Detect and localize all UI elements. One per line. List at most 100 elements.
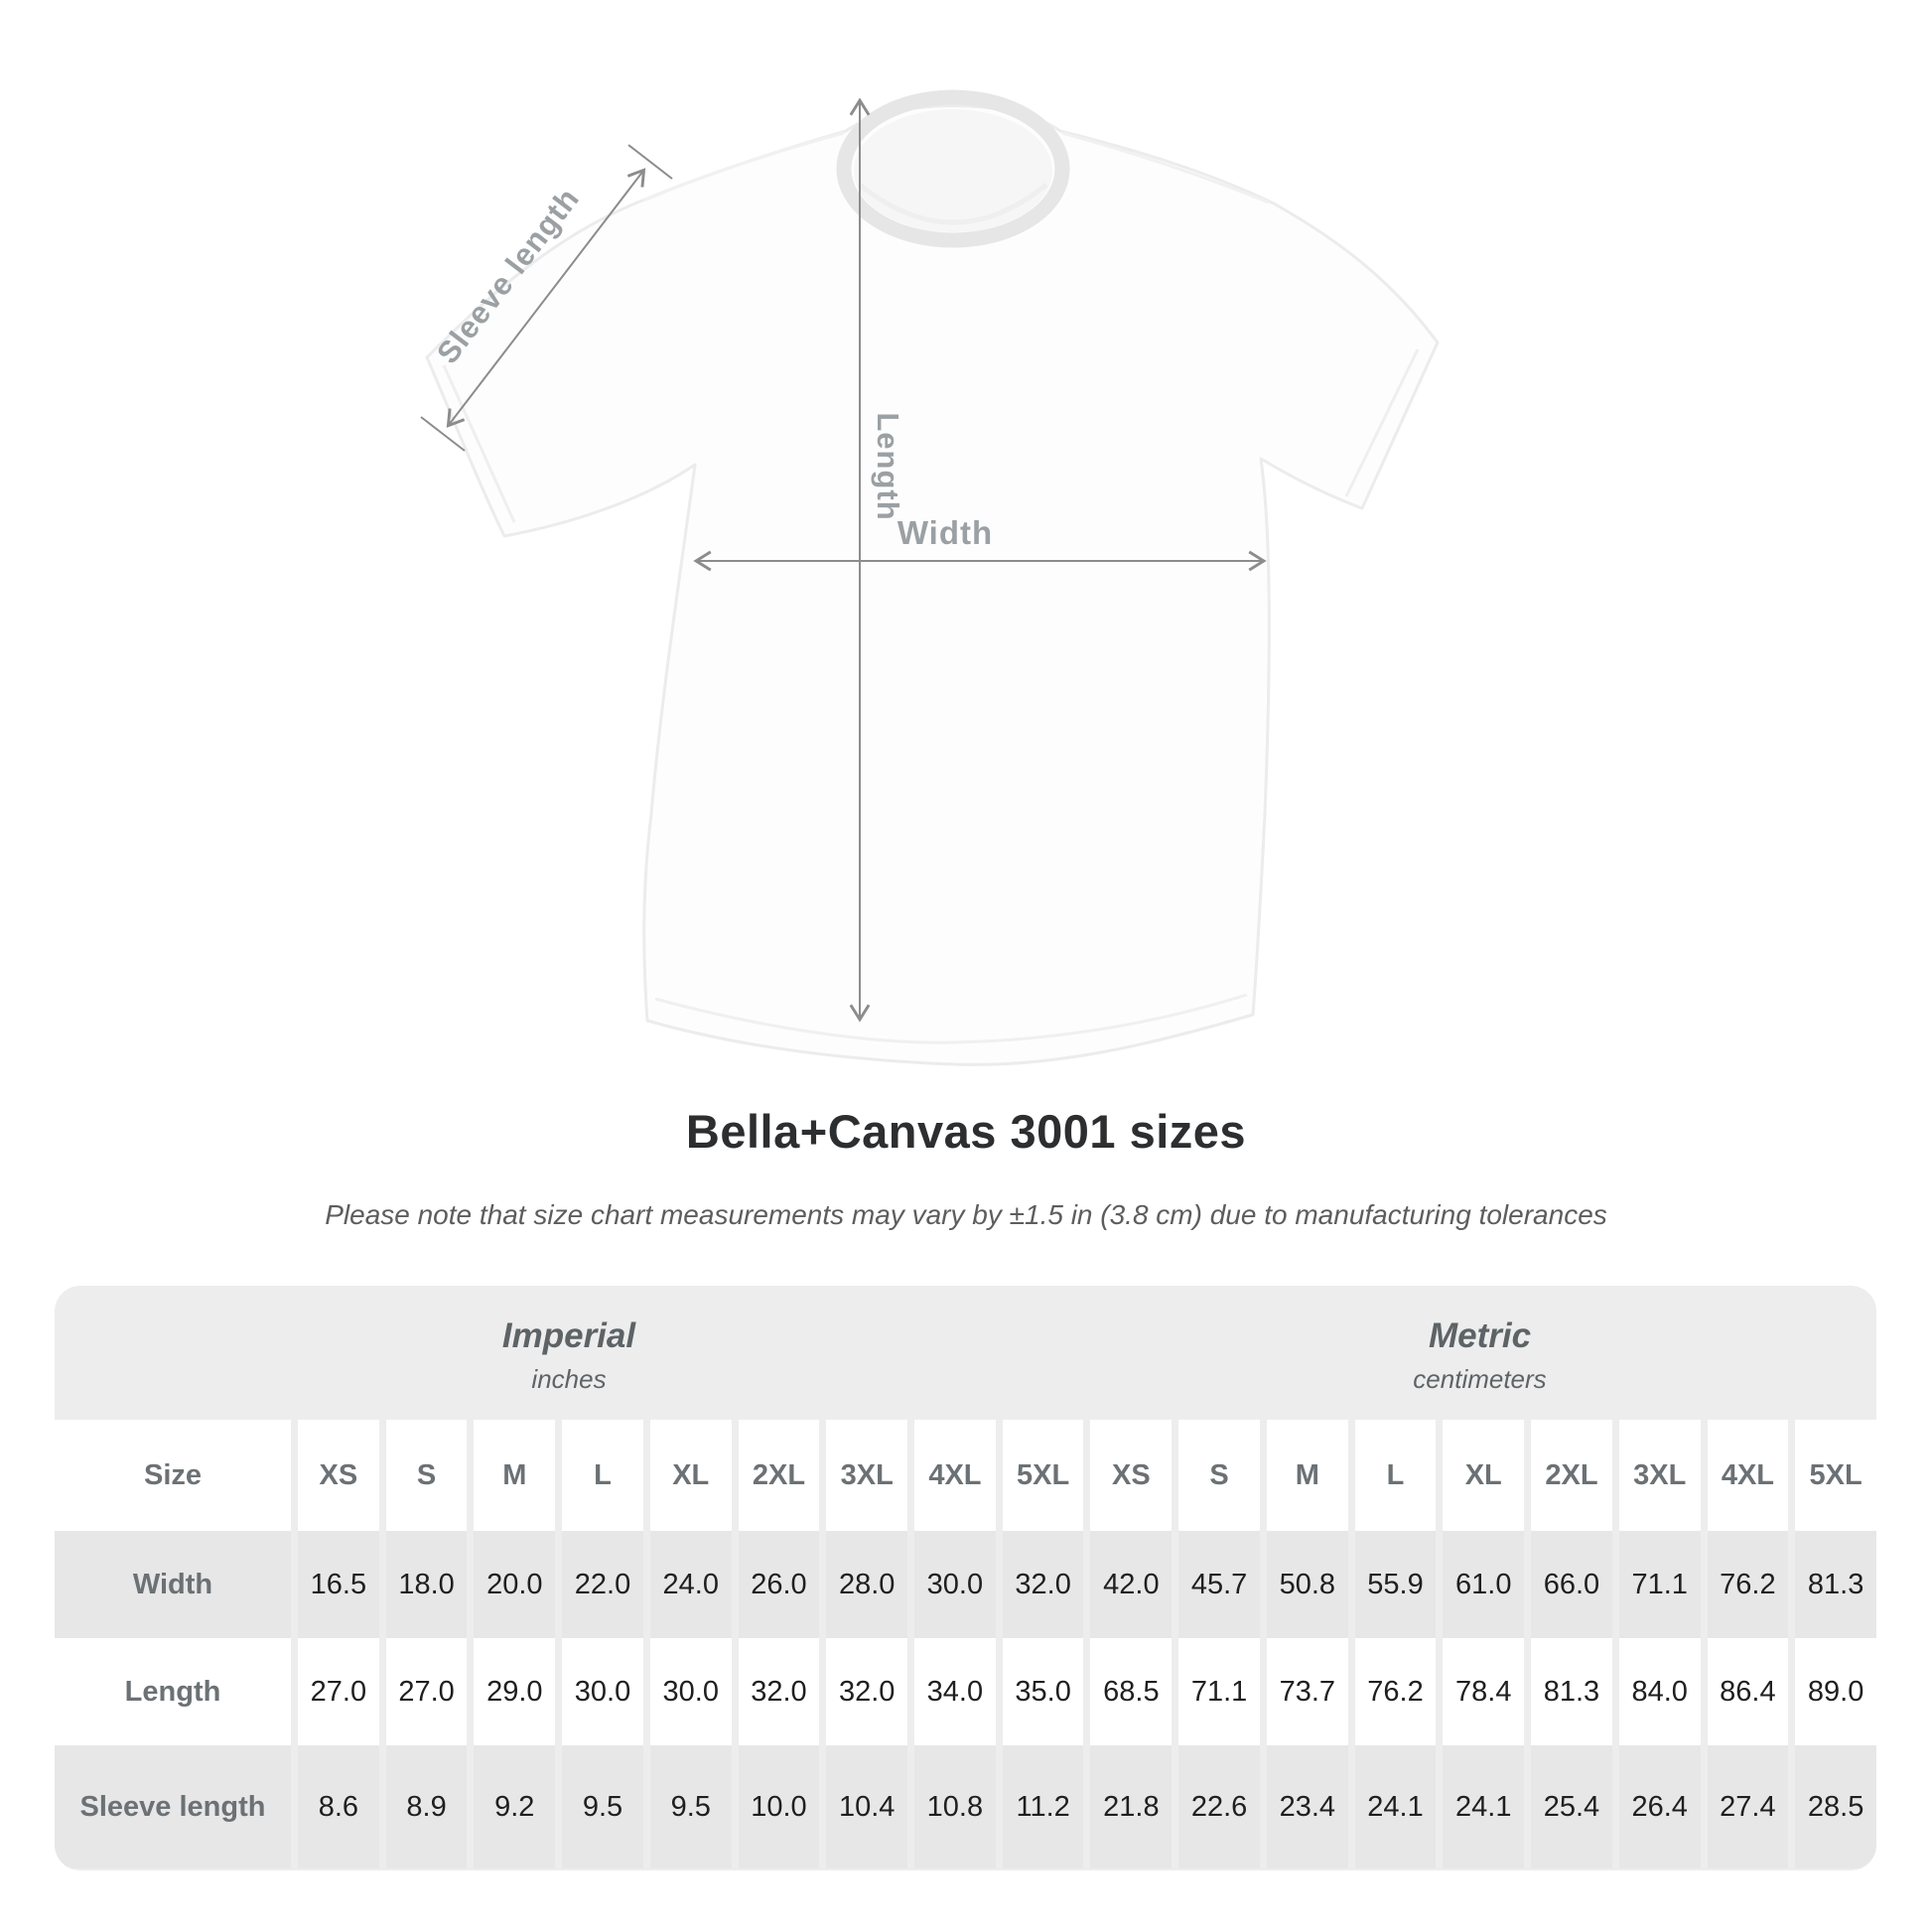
imperial-size-header-cell: 4XL — [914, 1420, 996, 1531]
size-column-header: Size — [55, 1420, 291, 1531]
metric-value-cell: 27.4 — [1707, 1745, 1789, 1868]
metric-unit-label: centimeters — [1413, 1364, 1547, 1394]
tshirt-graphic — [425, 89, 1440, 1066]
table-row: Length 27.0 27.0 29.0 30.0 30.0 32.0 32.0 34.0 35… — [55, 1638, 1876, 1745]
imperial-value-cell: 27.0 — [385, 1638, 468, 1745]
imperial-value-cell: 8.6 — [298, 1745, 379, 1868]
metric-value-cell: 89.0 — [1795, 1638, 1876, 1745]
metric-value-cell: 23.4 — [1266, 1745, 1348, 1868]
imperial-value-cell: 27.0 — [298, 1638, 379, 1745]
metric-group-header: Metric centimeters — [1083, 1286, 1876, 1420]
imperial-value-cell: 30.0 — [914, 1531, 996, 1638]
row-label: Length — [55, 1638, 291, 1745]
subtitle: Please note that size chart measurements… — [325, 1199, 1607, 1230]
imperial-value-cell: 9.5 — [562, 1745, 643, 1868]
row-label: Width — [55, 1531, 291, 1638]
table-row: Sleeve length 8.6 8.9 9.2 9.5 9.5 10.0 10.4 10.8… — [55, 1745, 1876, 1868]
imperial-value-cell: 35.0 — [1002, 1638, 1084, 1745]
imperial-size-header-cell: 3XL — [826, 1420, 908, 1531]
metric-value-cell: 24.1 — [1443, 1745, 1525, 1868]
metric-value-cell: 68.5 — [1090, 1638, 1173, 1745]
imperial-size-header-cell: S — [385, 1420, 468, 1531]
metric-value-cell: 21.8 — [1090, 1745, 1173, 1868]
metric-size-header-cell: S — [1178, 1420, 1260, 1531]
size-table-grid: Size XS S M L XL 2XL 3XL 4XL 5XL XS S M L XL 2XL 3XL 4XL 5… — [55, 1420, 1876, 1868]
width-label: Width — [897, 514, 993, 551]
imperial-value-cell: 30.0 — [649, 1638, 732, 1745]
collar — [836, 89, 1070, 248]
imperial-size-header-cell: XL — [649, 1420, 732, 1531]
metric-size-header-cell: L — [1354, 1420, 1437, 1531]
metric-size-header-cell: XS — [1090, 1420, 1173, 1531]
imperial-group-header: Imperial inches — [55, 1286, 1083, 1420]
metric-size-header-cell: 2XL — [1531, 1420, 1612, 1531]
imperial-value-cell: 9.2 — [474, 1745, 556, 1868]
metric-value-cell: 28.5 — [1795, 1745, 1876, 1868]
imperial-value-cell: 18.0 — [385, 1531, 468, 1638]
imperial-value-cell: 32.0 — [826, 1638, 908, 1745]
imperial-size-header-cell: XS — [298, 1420, 379, 1531]
metric-value-cell: 76.2 — [1354, 1638, 1437, 1745]
imperial-value-cell: 30.0 — [562, 1638, 643, 1745]
metric-size-header-cell: XL — [1443, 1420, 1525, 1531]
size-table: Imperial inches Metric centimeters Size X… — [55, 1286, 1876, 1870]
metric-value-cell: 45.7 — [1178, 1531, 1260, 1638]
metric-size-header-cell: 3XL — [1618, 1420, 1701, 1531]
metric-value-cell: 86.4 — [1707, 1638, 1789, 1745]
metric-value-cell: 73.7 — [1266, 1638, 1348, 1745]
imperial-value-cell: 22.0 — [562, 1531, 643, 1638]
imperial-size-header-cell: M — [474, 1420, 556, 1531]
imperial-value-cell: 34.0 — [914, 1638, 996, 1745]
metric-value-cell: 78.4 — [1443, 1638, 1525, 1745]
unit-system-band: Imperial inches Metric centimeters — [55, 1286, 1876, 1420]
imperial-value-cell: 10.0 — [738, 1745, 820, 1868]
page-title: Bella+Canvas 3001 sizes — [685, 1105, 1247, 1158]
row-label: Sleeve length — [55, 1745, 291, 1868]
size-header-row: Size XS S M L XL 2XL 3XL 4XL 5XL XS S M L XL 2XL 3XL 4XL 5… — [55, 1420, 1876, 1531]
metric-value-cell: 71.1 — [1618, 1531, 1701, 1638]
metric-size-header-cell: 5XL — [1795, 1420, 1876, 1531]
tshirt-measurement-diagram: Length Width Sleeve length — [420, 89, 1440, 1066]
imperial-value-cell: 16.5 — [298, 1531, 379, 1638]
metric-value-cell: 26.4 — [1618, 1745, 1701, 1868]
imperial-value-cell: 11.2 — [1002, 1745, 1084, 1868]
metric-value-cell: 22.6 — [1178, 1745, 1260, 1868]
metric-value-cell: 66.0 — [1531, 1531, 1612, 1638]
imperial-size-header-cell: L — [562, 1420, 643, 1531]
imperial-value-cell: 28.0 — [826, 1531, 908, 1638]
metric-value-cell: 55.9 — [1354, 1531, 1437, 1638]
metric-value-cell: 84.0 — [1618, 1638, 1701, 1745]
metric-size-header-cell: 4XL — [1707, 1420, 1789, 1531]
imperial-value-cell: 29.0 — [474, 1638, 556, 1745]
metric-value-cell: 24.1 — [1354, 1745, 1437, 1868]
metric-value-cell: 81.3 — [1795, 1531, 1876, 1638]
metric-value-cell: 25.4 — [1531, 1745, 1612, 1868]
imperial-value-cell: 8.9 — [385, 1745, 468, 1868]
imperial-size-header-cell: 2XL — [738, 1420, 820, 1531]
imperial-value-cell: 32.0 — [738, 1638, 820, 1745]
metric-label: Metric — [1428, 1316, 1532, 1355]
imperial-value-cell: 10.4 — [826, 1745, 908, 1868]
length-label: Length — [871, 412, 905, 520]
imperial-label: Imperial — [501, 1316, 636, 1355]
metric-value-cell: 42.0 — [1090, 1531, 1173, 1638]
imperial-value-cell: 26.0 — [738, 1531, 820, 1638]
metric-value-cell: 81.3 — [1531, 1638, 1612, 1745]
imperial-value-cell: 9.5 — [649, 1745, 732, 1868]
sleeve-end-tick — [420, 416, 466, 452]
metric-size-header-cell: M — [1266, 1420, 1348, 1531]
table-row: Width 16.5 18.0 20.0 22.0 24.0 26.0 28.0 30.0 32.… — [55, 1531, 1876, 1638]
imperial-value-cell: 20.0 — [474, 1531, 556, 1638]
imperial-value-cell: 32.0 — [1002, 1531, 1084, 1638]
metric-value-cell: 50.8 — [1266, 1531, 1348, 1638]
metric-value-cell: 61.0 — [1443, 1531, 1525, 1638]
metric-value-cell: 76.2 — [1707, 1531, 1789, 1638]
metric-value-cell: 71.1 — [1178, 1638, 1260, 1745]
imperial-unit-label: inches — [531, 1364, 607, 1394]
measurement-annotations — [420, 97, 1267, 1023]
imperial-value-cell: 24.0 — [649, 1531, 732, 1638]
sleeve-length-arrow — [446, 168, 646, 428]
imperial-value-cell: 10.8 — [914, 1745, 996, 1868]
imperial-size-header-cell: 5XL — [1002, 1420, 1084, 1531]
